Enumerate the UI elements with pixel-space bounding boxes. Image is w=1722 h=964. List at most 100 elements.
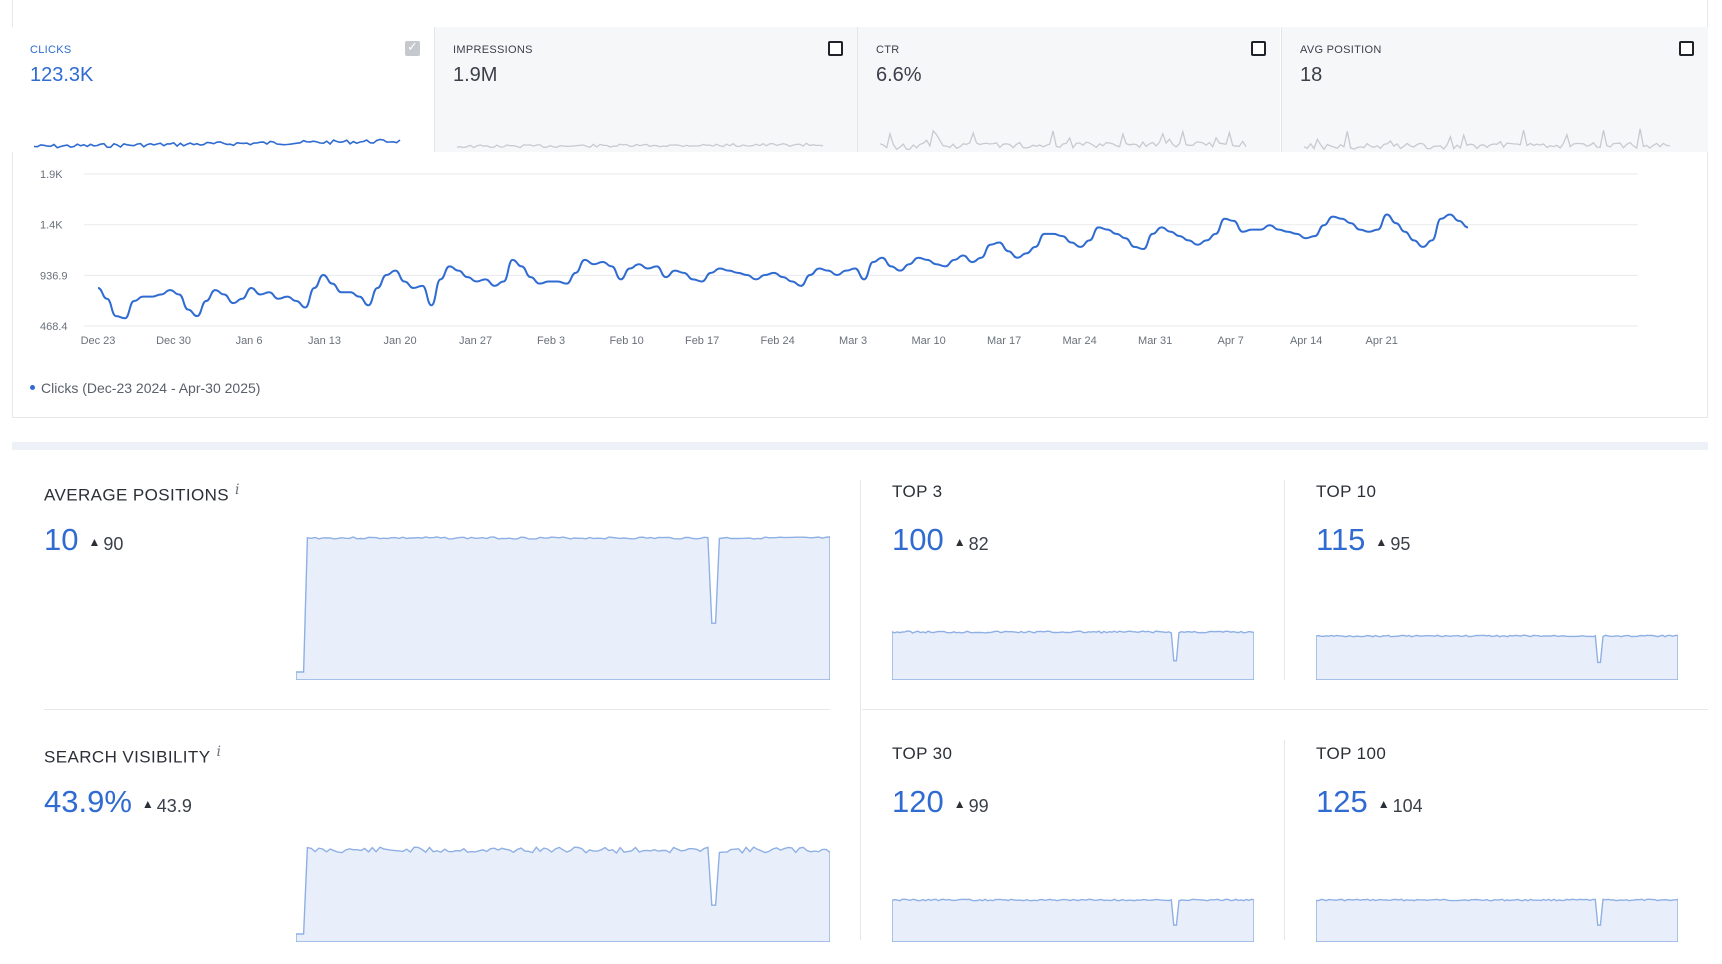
- metric-checkbox-impressions[interactable]: [828, 41, 843, 56]
- kpi-title: SEARCH VISIBILITY i: [44, 744, 221, 768]
- metric-value: 6.6%: [876, 64, 922, 86]
- kpi-title: AVERAGE POSITIONS i: [44, 482, 240, 506]
- kpi-title: TOP 10: [1316, 482, 1377, 501]
- triangle-up-icon: ▲: [88, 535, 101, 549]
- y-tick-label: 1.9K: [40, 169, 63, 181]
- metric-label: CLICKS: [30, 44, 72, 56]
- triangle-up-icon: ▲: [1377, 797, 1390, 811]
- x-tick-label: Mar 17: [987, 335, 1021, 347]
- x-tick-label: Mar 10: [912, 335, 946, 347]
- triangle-up-icon: ▲: [953, 535, 966, 549]
- kpi-value: 100: [892, 522, 944, 557]
- x-tick-label: Dec 23: [81, 335, 116, 347]
- area-path: [1316, 634, 1678, 680]
- top10-area-chart: [1316, 634, 1678, 680]
- triangle-up-icon: ▲: [953, 797, 966, 811]
- metric-tab-ctr[interactable]: CTR 6.6%: [858, 27, 1280, 152]
- avg-positions-area-chart: [296, 536, 830, 680]
- clicks-series-line: [97, 213, 1469, 320]
- top3-area-chart: [892, 630, 1254, 680]
- x-tick-label: Apr 21: [1365, 335, 1397, 347]
- area-path: [892, 630, 1254, 680]
- kpi-top10: TOP 10 115 ▲ 95: [1316, 482, 1410, 557]
- metric-tab-impressions[interactable]: IMPRESSIONS 1.9M: [435, 27, 857, 152]
- kpi-top3: TOP 3 100 ▲ 82: [892, 482, 989, 557]
- top100-area-chart: [1316, 898, 1678, 942]
- kpi-delta: 82: [968, 534, 989, 554]
- kpi-divider-horizontal: [44, 709, 830, 710]
- kpi-top100: TOP 100 125 ▲ 104: [1316, 744, 1423, 819]
- metric-tab-avg-position[interactable]: AVG POSITION 18: [1282, 27, 1708, 152]
- kpi-value-row: 100 ▲ 82: [892, 522, 989, 558]
- triangle-up-icon: ▲: [141, 797, 154, 811]
- kpi-delta: 104: [1392, 796, 1423, 816]
- kpi-value-row: 10 ▲ 90: [44, 522, 123, 558]
- x-tick-label: Apr 14: [1290, 335, 1322, 347]
- clicks-sparkline: [33, 138, 401, 149]
- x-tick-label: Mar 24: [1063, 335, 1097, 347]
- top30-area-chart: [892, 898, 1254, 942]
- x-tick-label: Mar 3: [839, 335, 867, 347]
- x-tick-label: Feb 24: [760, 335, 794, 347]
- metric-tab-clicks[interactable]: CLICKS 123.3K: [12, 27, 434, 152]
- kpi-value: 120: [892, 784, 944, 819]
- kpi-average-positions: AVERAGE POSITIONS i 10 ▲ 90: [44, 482, 240, 557]
- kpi-title: TOP 30: [892, 744, 953, 763]
- impressions-sparkline: [456, 142, 824, 149]
- kpi-value-row: 120 ▲ 99: [892, 784, 989, 820]
- kpi-title-text: AVERAGE POSITIONS: [44, 485, 230, 505]
- x-tick-label: Dec 30: [156, 335, 191, 347]
- metric-label: IMPRESSIONS: [453, 44, 533, 56]
- info-icon[interactable]: i: [235, 482, 240, 498]
- metric-value: 18: [1300, 64, 1323, 86]
- y-tick-label: 468.4: [40, 321, 68, 333]
- metric-checkbox-ctr[interactable]: [1251, 41, 1266, 56]
- sparkline-path: [456, 142, 824, 149]
- kpi-delta: 95: [1390, 534, 1411, 554]
- metric-label: AVG POSITION: [1300, 44, 1382, 56]
- kpi-title: TOP 3: [892, 482, 943, 501]
- kpi-value: 115: [1316, 522, 1366, 557]
- kpi-divider-vertical: [1284, 740, 1285, 940]
- chart-legend: Clicks (Dec-23 2024 - Apr-30 2025): [30, 380, 260, 396]
- info-icon[interactable]: i: [216, 744, 222, 760]
- triangle-up-icon: ▲: [1375, 535, 1388, 549]
- legend-dot: [30, 384, 35, 390]
- kpi-divider-horizontal: [862, 709, 1708, 710]
- kpi-title: TOP 100: [1316, 744, 1387, 763]
- avg-position-sparkline: [1303, 128, 1671, 151]
- area-path: [1316, 898, 1678, 942]
- kpi-delta: 99: [968, 796, 989, 816]
- search-visibility-area-chart: [296, 846, 830, 942]
- y-tick-label: 1.4K: [40, 220, 63, 232]
- x-tick-label: Jan 27: [459, 335, 492, 347]
- kpi-value: 43.9%: [44, 784, 132, 819]
- x-tick-label: Jan 6: [236, 335, 263, 347]
- metric-checkbox-avg-position[interactable]: [1679, 41, 1694, 56]
- metric-value: 1.9M: [453, 64, 498, 86]
- area-path: [296, 846, 830, 942]
- area-path: [892, 898, 1254, 942]
- kpi-divider-vertical: [860, 480, 861, 940]
- tab-divider: [857, 27, 858, 152]
- kpi-value: 10: [44, 522, 79, 557]
- kpi-value-row: 125 ▲ 104: [1316, 784, 1423, 820]
- x-tick-label: Feb 10: [609, 335, 643, 347]
- area-path: [296, 536, 830, 680]
- kpi-delta: 43.9: [156, 796, 192, 816]
- x-tick-label: Jan 13: [308, 335, 341, 347]
- kpi-top30: TOP 30 120 ▲ 99: [892, 744, 989, 819]
- y-tick-label: 936.9: [40, 270, 68, 282]
- kpi-delta: 90: [103, 534, 124, 554]
- metric-value: 123.3K: [30, 64, 94, 86]
- legend-label: Clicks (Dec-23 2024 - Apr-30 2025): [41, 380, 261, 396]
- sparkline-path: [879, 129, 1247, 151]
- kpi-value-row: 43.9% ▲ 43.9: [44, 784, 192, 820]
- sparkline-path: [1303, 128, 1671, 151]
- metric-checkbox-clicks[interactable]: [405, 40, 420, 56]
- x-tick-label: Jan 20: [384, 335, 417, 347]
- tab-divider: [434, 27, 435, 152]
- tab-divider: [1281, 27, 1282, 152]
- x-tick-label: Feb 3: [537, 335, 565, 347]
- section-divider: [12, 442, 1708, 450]
